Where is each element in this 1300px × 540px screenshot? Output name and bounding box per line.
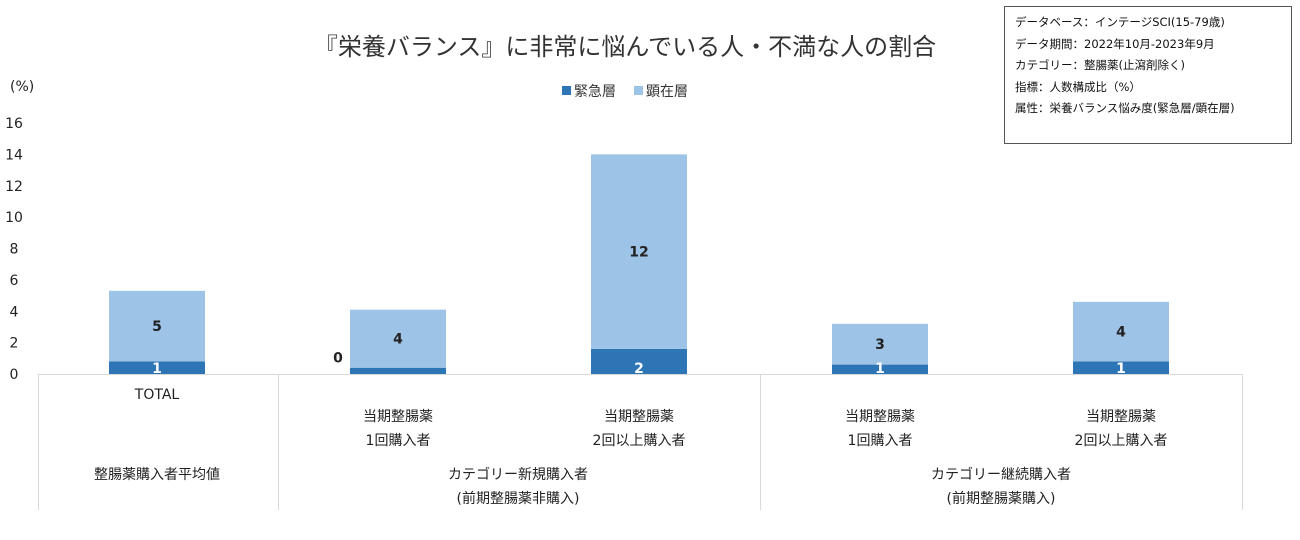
group-label: カテゴリー継続購入者 [931, 466, 1071, 483]
y-tick-label: 6 [10, 273, 19, 289]
y-axis-ticks: 0 2 4 6 8 10 12 14 16 [5, 116, 23, 383]
category-label: 1回購入者 [848, 433, 913, 449]
category-label: 当期整腸薬 [1086, 409, 1156, 425]
category-label: 1回購入者 [366, 433, 431, 449]
bar-segment [350, 367, 446, 374]
legend-swatch [634, 86, 643, 95]
group-label: (前期整腸薬購入) [947, 490, 1056, 507]
group-label: (前期整腸薬非購入) [457, 490, 580, 507]
category-label: 当期整腸薬 [363, 409, 433, 425]
category-label: 2回以上購入者 [593, 433, 686, 449]
legend-swatch [562, 86, 571, 95]
note-metric: 指標：人数構成比（%） [1015, 79, 1141, 94]
data-label: 4 [393, 332, 403, 348]
category-labels: TOTAL当期整腸薬1回購入者当期整腸薬2回以上購入者当期整腸薬1回購入者当期整… [134, 387, 1168, 449]
y-tick-label: 0 [10, 367, 19, 383]
data-label: 5 [152, 319, 162, 335]
data-label: 4 [1116, 325, 1126, 341]
bar-segment [591, 154, 687, 349]
category-label: TOTAL [134, 387, 180, 403]
bar-segment [109, 361, 205, 374]
note-database: データベース：インテージSCI(15-79歳) [1015, 15, 1225, 29]
bars [109, 154, 1169, 374]
group-label: カテゴリー新規購入者 [448, 466, 588, 483]
y-tick-label: 16 [5, 116, 23, 132]
data-source-note: データベース：インテージSCI(15-79歳) データ期間：2022年10月-2… [1004, 6, 1292, 144]
data-label: 1 [1116, 361, 1126, 377]
data-label: 3 [875, 337, 885, 353]
y-tick-label: 4 [10, 304, 19, 320]
legend-label: 顕在層 [646, 84, 688, 100]
category-label: 当期整腸薬 [845, 409, 915, 425]
bar-segment [832, 364, 928, 374]
data-label: 0 [333, 351, 343, 367]
y-tick-label: 14 [5, 147, 23, 163]
bar-segment [1073, 301, 1169, 362]
note-category: カテゴリー：整腸薬(止瀉剤除く) [1015, 58, 1185, 72]
y-tick-label: 10 [5, 210, 23, 226]
chart-title: 『栄養バランス』に非常に悩んでいる人・不満な人の割合 [314, 33, 936, 61]
y-axis-label: (%) [10, 79, 34, 95]
bar-segment [832, 323, 928, 365]
bar-segment [1073, 361, 1169, 374]
legend-label: 緊急層 [574, 84, 616, 100]
data-label: 1 [875, 361, 885, 377]
bar-segment [350, 309, 446, 368]
data-label: 12 [629, 245, 648, 261]
data-label: 2 [634, 361, 644, 377]
category-label: 当期整腸薬 [604, 409, 674, 425]
axis-lines [38, 374, 1243, 510]
legend: 緊急層 顕在層 [562, 84, 688, 100]
category-label: 2回以上購入者 [1075, 433, 1168, 449]
bar-segment [591, 348, 687, 374]
note-period: データ期間：2022年10月-2023年9月 [1015, 36, 1215, 51]
group-labels: 整腸薬購入者平均値 カテゴリー新規購入者 (前期整腸薬非購入) カテゴリー継続購入者 (… [94, 466, 1071, 507]
note-attribute: 属性：栄養バランス悩み度(緊急層/顕在層) [1015, 101, 1235, 115]
bar-labels: 1 5 0 4 2 12 1 3 1 4 [152, 245, 1126, 377]
group-label: 整腸薬購入者平均値 [94, 467, 220, 483]
y-tick-label: 12 [5, 179, 23, 195]
y-tick-label: 2 [10, 336, 19, 352]
y-tick-label: 8 [10, 242, 19, 258]
data-label: 1 [152, 361, 162, 377]
bar-segment [109, 290, 205, 362]
